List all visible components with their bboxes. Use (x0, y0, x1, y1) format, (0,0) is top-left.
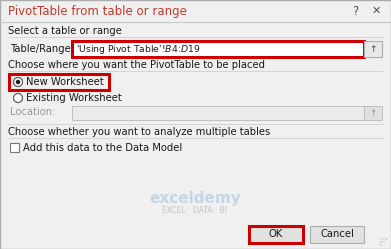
Text: Table/Range:: Table/Range: (10, 44, 74, 54)
Circle shape (380, 244, 382, 246)
Text: ↑: ↑ (369, 109, 377, 118)
Text: EXCEL · DATA · BI: EXCEL · DATA · BI (163, 205, 228, 214)
Text: ?: ? (352, 4, 358, 17)
Text: PivotTable from table or range: PivotTable from table or range (8, 4, 187, 17)
Text: ↑: ↑ (369, 45, 377, 54)
Text: Existing Worksheet: Existing Worksheet (26, 93, 122, 103)
Text: Cancel: Cancel (320, 229, 354, 239)
Circle shape (14, 77, 23, 86)
Text: New Worksheet: New Worksheet (26, 77, 104, 87)
Circle shape (383, 238, 385, 240)
Text: Choose where you want the PivotTable to be placed: Choose where you want the PivotTable to … (8, 60, 265, 70)
Circle shape (16, 80, 20, 84)
Bar (10, 143, 19, 152)
Text: Location:: Location: (10, 107, 56, 117)
Bar (9, 74, 109, 90)
Bar (72, 106, 364, 120)
Text: 'Using Pivot Table'!$B$4:$D$19: 'Using Pivot Table'!$B$4:$D$19 (76, 43, 201, 56)
Bar (364, 106, 382, 120)
Bar (364, 41, 382, 57)
Bar (249, 226, 303, 243)
Text: Choose whether you want to analyze multiple tables: Choose whether you want to analyze multi… (8, 127, 270, 137)
Bar (72, 41, 364, 57)
Text: Add this data to the Data Model: Add this data to the Data Model (23, 143, 182, 153)
Bar (310, 226, 364, 243)
Circle shape (14, 94, 23, 103)
Circle shape (380, 238, 382, 240)
Text: exceldemy: exceldemy (149, 190, 241, 205)
Circle shape (383, 241, 385, 243)
Text: OK: OK (269, 229, 283, 239)
Text: ✕: ✕ (371, 6, 381, 16)
Circle shape (386, 238, 388, 240)
Text: Select a table or range: Select a table or range (8, 26, 122, 36)
Circle shape (380, 241, 382, 243)
